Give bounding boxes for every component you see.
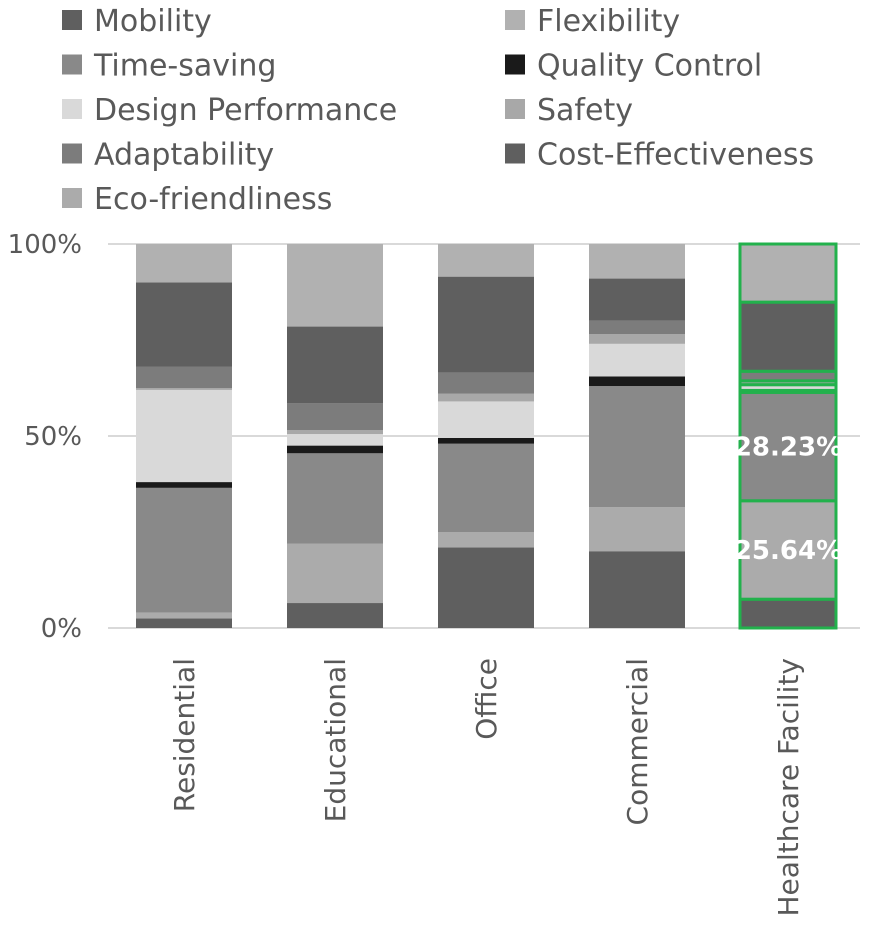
legend-swatch-quality-control	[505, 54, 525, 75]
x-tick-label-healthcare-facility: Healthcare Facility	[772, 658, 805, 917]
bar-stack-commercial	[589, 244, 685, 628]
bar-commercial-cost-effectiveness	[589, 551, 685, 628]
bar-office-time-saving	[438, 443, 534, 532]
bar-commercial-eco-friendliness	[589, 507, 685, 552]
x-tick-label-commercial: Commercial	[621, 658, 654, 825]
bar-residential-safety	[136, 388, 232, 390]
bar-commercial-mobility	[589, 278, 685, 321]
bar-office-adaptability	[438, 372, 534, 394]
bar-office-eco-friendliness	[438, 532, 534, 548]
legend-label-adaptability: Adaptability	[94, 138, 274, 173]
bar-residential-design-performance	[136, 389, 232, 483]
legend-swatch-adaptability	[62, 143, 82, 164]
y-tick-label-0: 0%	[41, 614, 82, 644]
bar-educational-quality-control	[287, 445, 383, 454]
bar-residential-mobility	[136, 282, 232, 367]
bar-educational-design-performance	[287, 434, 383, 446]
bar-commercial-quality-control	[589, 376, 685, 387]
bar-stack-healthcare-facility: 25.64% 28.23%	[734, 242, 842, 630]
legend-item-mobility: Mobility	[62, 4, 212, 39]
legend-item-quality-control: Quality Control	[505, 49, 762, 84]
legend-label-mobility: Mobility	[94, 4, 212, 39]
bar-healthcare-facility-cost-effectiveness	[738, 597, 838, 630]
bar-residential-cost-effectiveness	[136, 618, 232, 628]
bar-commercial-adaptability	[589, 320, 685, 335]
legend-item-adaptability: Adaptability	[62, 138, 274, 173]
bar-stack-educational	[287, 244, 383, 628]
bar-commercial-time-saving	[589, 386, 685, 508]
bar-residential-quality-control	[136, 482, 232, 488]
legend-label-cost-effectiveness: Cost-Effectiveness	[537, 138, 814, 173]
bar-educational-mobility	[287, 326, 383, 404]
bar-educational-adaptability	[287, 403, 383, 431]
legend-item-time-saving: Time-saving	[62, 49, 276, 84]
x-tick-label-office: Office	[470, 658, 503, 740]
legend-swatch-design-performance	[62, 99, 82, 119]
x-tick-label-residential: Residential	[168, 658, 201, 812]
legend-label-quality-control: Quality Control	[537, 49, 762, 84]
data-label-healthcare-facility-time-saving: 28.23%	[734, 433, 842, 463]
bars: 25.64% 28.23%	[136, 242, 842, 630]
data-label-healthcare-facility-eco-friendliness: 25.64%	[734, 536, 842, 566]
bar-healthcare-facility-mobility	[738, 300, 838, 373]
legend-item-eco-friendliness: Eco-friendliness	[62, 182, 332, 217]
legend-label-time-saving: Time-saving	[93, 49, 276, 84]
y-tick-label-50: 50%	[24, 422, 82, 452]
y-axis: 0% 50% 100%	[8, 230, 82, 644]
legend-item-cost-effectiveness: Cost-Effectiveness	[505, 138, 814, 173]
legend-label-flexibility: Flexibility	[537, 4, 680, 39]
y-tick-label-100: 100%	[8, 230, 82, 260]
bar-residential-time-saving	[136, 487, 232, 613]
bar-office-mobility	[438, 276, 534, 373]
bar-residential-eco-friendliness	[136, 612, 232, 619]
x-tick-label-educational: Educational	[319, 658, 352, 822]
bar-stack-office	[438, 244, 534, 628]
legend-label-design-performance: Design Performance	[94, 93, 397, 128]
x-axis: Residential Educational Office Commercial He…	[168, 658, 805, 917]
legend-label-safety: Safety	[537, 93, 633, 128]
bar-residential-flexibility	[136, 244, 232, 283]
legend-item-safety: Safety	[505, 93, 633, 128]
bar-educational-eco-friendliness	[287, 543, 383, 604]
legend: Mobility Flexibility Time-saving Quality Co…	[62, 4, 814, 217]
bar-healthcare-facility-flexibility	[738, 242, 838, 304]
bar-residential-adaptability	[136, 366, 232, 388]
legend-swatch-flexibility	[505, 10, 525, 30]
legend-item-design-performance: Design Performance	[62, 93, 397, 128]
bar-commercial-design-performance	[589, 343, 685, 377]
legend-swatch-eco-friendliness	[62, 188, 82, 208]
bar-office-quality-control	[438, 437, 534, 444]
legend-label-eco-friendliness: Eco-friendliness	[94, 182, 332, 217]
legend-swatch-cost-effectiveness	[505, 143, 525, 164]
bar-office-cost-effectiveness	[438, 547, 534, 628]
bar-office-safety	[438, 393, 534, 402]
bar-educational-safety	[287, 430, 383, 435]
bar-educational-cost-effectiveness	[287, 603, 383, 628]
legend-swatch-safety	[505, 99, 525, 119]
legend-swatch-mobility	[62, 10, 82, 30]
bar-commercial-flexibility	[589, 244, 685, 279]
bar-healthcare-facility-eco-friendliness	[738, 499, 838, 601]
bar-office-design-performance	[438, 401, 534, 438]
bar-office-flexibility	[438, 244, 534, 277]
legend-swatch-time-saving	[62, 54, 82, 75]
legend-item-flexibility: Flexibility	[505, 4, 680, 39]
bar-stack-residential	[136, 244, 232, 628]
bar-educational-flexibility	[287, 244, 383, 327]
bar-educational-time-saving	[287, 453, 383, 544]
bar-commercial-safety	[589, 334, 685, 344]
